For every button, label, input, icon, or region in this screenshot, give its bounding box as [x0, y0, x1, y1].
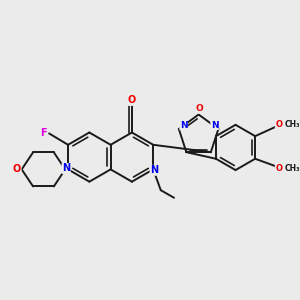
Text: CH₃: CH₃: [284, 120, 300, 129]
Text: O: O: [275, 164, 282, 173]
Text: O: O: [196, 104, 203, 113]
Text: O: O: [128, 95, 136, 105]
Text: F: F: [40, 128, 47, 137]
Text: N: N: [150, 165, 158, 175]
Text: N: N: [211, 121, 218, 130]
Text: N: N: [62, 164, 70, 173]
Text: CH₃: CH₃: [284, 164, 300, 173]
Text: O: O: [275, 120, 282, 129]
Text: O: O: [13, 164, 21, 174]
Text: N: N: [180, 121, 188, 130]
